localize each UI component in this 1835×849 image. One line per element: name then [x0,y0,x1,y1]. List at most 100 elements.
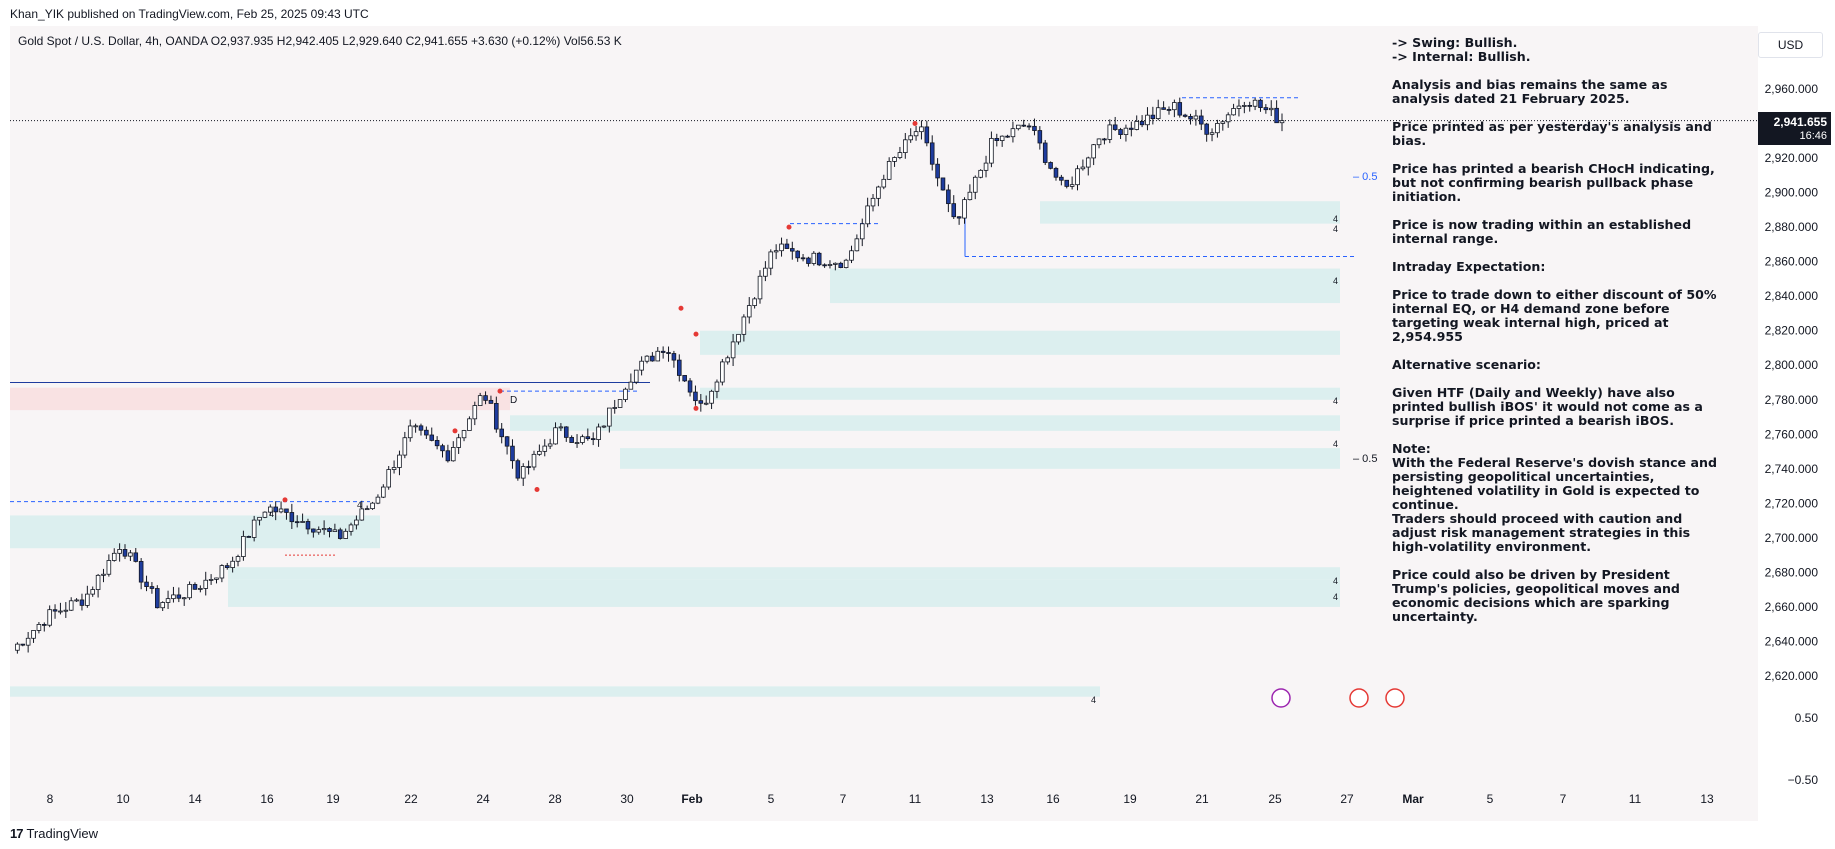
bear-candle [806,257,811,264]
bull-candle [623,388,628,400]
osc-tick-label: −0.50 [1788,773,1819,787]
bull-candle [1252,99,1258,107]
time-tick-label: 8 [47,792,54,806]
bull-candle [741,316,747,335]
bull-candle [919,126,924,133]
bear-candle [956,216,962,219]
bear-candle [682,375,687,382]
note-alt: Given HTF (Daily and Weekly) have also p… [1392,385,1703,428]
bear-candle [1198,115,1204,125]
bear-candle [1102,138,1107,141]
demand-zone [700,330,1340,355]
bear-candle [800,257,806,260]
bear-candle [445,450,451,462]
bull-candle [106,560,112,575]
bear-candle [666,352,671,354]
price-tick-label: 2,640.000 [1765,634,1819,648]
note-intraday: Price to trade down to either discount o… [1392,287,1717,344]
bull-candle [843,259,849,268]
bull-candle [601,425,607,428]
bear-candle [1048,162,1053,169]
bull-candle [1096,138,1102,146]
time-axis[interactable]: 8 10 14 16 19 22 24 28 30 Feb 5 7 11 13 16 19 21 25 27 Mar 5… [47,792,1714,806]
bull-candle [553,427,558,445]
currency-button[interactable]: USD [1758,32,1823,58]
bull-candle [913,131,919,137]
bear-candle [790,248,795,252]
bull-candle [633,369,639,383]
price-tick-label: 2,800.000 [1765,358,1819,372]
price-axis[interactable]: 2,960.0002,940.0002,920.0002,900.0002,88… [1765,82,1819,787]
bull-candle [983,162,989,171]
bear-candle [155,588,160,609]
bull-candle [241,536,246,557]
bull-candle [364,508,370,511]
bull-candle [1123,127,1129,136]
bear-candle [650,355,655,362]
price-tick-label: 2,840.000 [1765,289,1819,303]
price-tick-label: 2,740.000 [1765,462,1819,476]
swing-marker [912,121,918,127]
bear-candle [176,594,182,599]
time-tick-label: 19 [1123,792,1137,806]
time-tick-label: 19 [326,792,340,806]
bull-candle [268,506,273,513]
bull-candle [230,560,235,568]
bear-candle [305,521,311,530]
bull-candle [165,598,171,603]
note-range: Price is now trading within an establish… [1392,217,1692,246]
bull-candle [117,549,122,554]
bull-candle [617,399,623,408]
swing-marker [786,224,792,230]
bull-candle [628,381,634,390]
bull-candle [278,508,284,513]
brand-footer[interactable]: 17 TradingView [10,826,98,841]
bull-candle [876,186,881,199]
bull-candle [467,418,472,431]
bull-candle [999,135,1005,141]
bear-candle [1059,176,1064,181]
bear-candle [1032,125,1037,131]
time-tick-label: 28 [548,792,562,806]
time-tick-label: 11 [909,792,922,806]
note-choch: Price has printed a bearish CHocH indica… [1392,161,1715,204]
bear-candle [1182,114,1188,117]
bull-candle [25,637,31,646]
time-tick-label: 16 [260,792,274,806]
publisher-line: Khan_YIK published on TradingView.com, F… [10,7,369,21]
bull-candle [644,355,650,362]
us-flag-event-icon [1349,688,1369,708]
bull-candle [881,178,887,188]
bull-candle [730,341,736,359]
us-flag-event-icon [1385,688,1405,708]
bear-candle [488,399,494,404]
demand-zone [700,387,1340,400]
bull-candle [262,511,268,518]
bear-candle [563,426,569,438]
swing-marker [282,497,288,503]
bull-candle [402,437,408,456]
demand-zone [1040,201,1340,224]
bear-candle [1026,125,1032,128]
bull-candle [407,425,413,439]
bull-candle [36,624,42,631]
bear-candle [822,264,827,267]
bull-candle [219,565,225,579]
time-tick-label: Mar [1402,792,1424,806]
time-tick-label: 7 [840,792,847,806]
bull-candle [354,519,359,526]
candles-layer [15,97,1285,654]
bear-candle [424,429,429,436]
bull-candle [972,176,978,193]
bull-candle [343,530,348,539]
eq-label: – 0.5 [1353,453,1377,465]
note-printed: Price printed as per yesterday's analysi… [1392,119,1712,148]
bear-candle [494,403,499,430]
bull-candle [736,333,741,343]
bull-candle [752,298,757,306]
bull-candle [1085,157,1091,168]
bull-candle [537,450,542,455]
swing-marker [452,428,458,434]
bull-candle [962,199,967,219]
